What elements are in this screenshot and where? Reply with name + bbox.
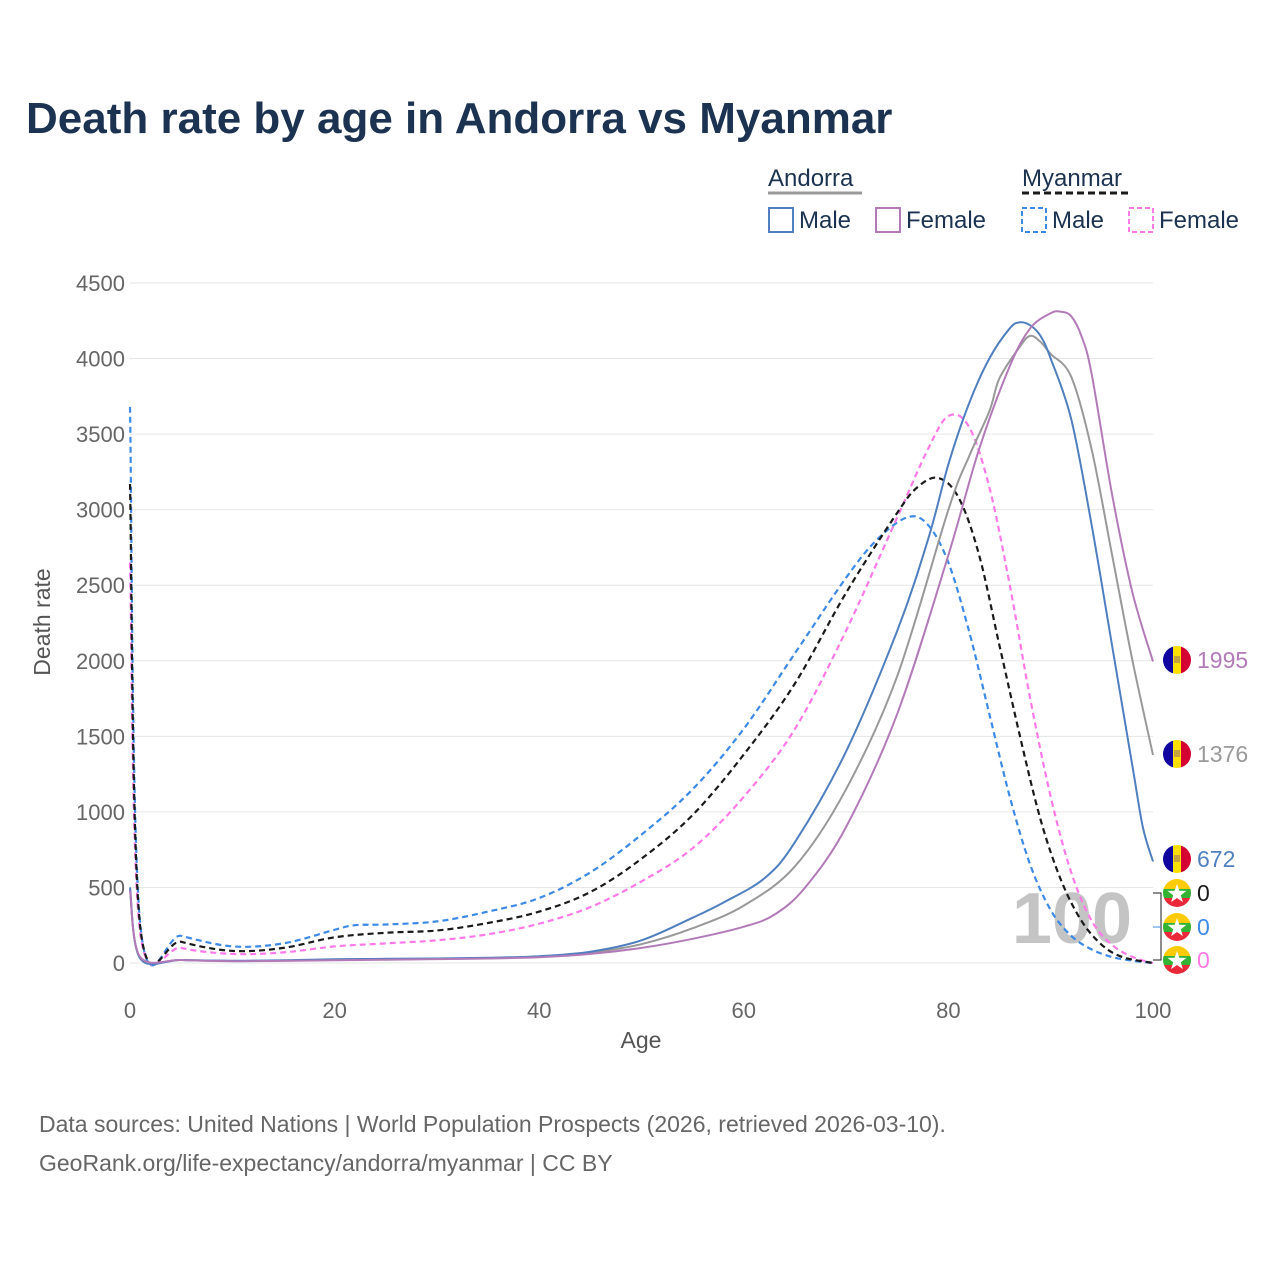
series-line-andorra-female[interactable] — [129, 310, 1154, 964]
source-line-2: GeoRank.org/life-expectancy/andorra/myan… — [39, 1150, 613, 1176]
y-tick-label: 4000 — [76, 347, 125, 372]
andorra-flag-icon — [1163, 845, 1191, 873]
end-label-value: 672 — [1197, 846, 1235, 872]
end-labels: 1995 1376 672 0 0 0 — [1153, 646, 1248, 974]
y-axis-title: Death rate — [29, 568, 55, 675]
y-tick-label: 0 — [113, 951, 125, 976]
y-tick-label: 1000 — [76, 800, 125, 825]
y-tick-label: 2000 — [76, 649, 125, 674]
legend-andorra-female-swatch[interactable] — [875, 207, 901, 233]
legend-myanmar-male-label: Male — [1052, 207, 1104, 234]
legend-myanmar-female-swatch[interactable] — [1128, 207, 1154, 233]
chart-title: Death rate by age in Andorra vs Myanmar — [26, 94, 892, 143]
myanmar-flag-icon — [1163, 913, 1191, 941]
myanmar-flag-icon — [1163, 946, 1191, 974]
legend: Andorra Myanmar Male Female Male Female — [768, 165, 1239, 234]
end-label-value: 0 — [1197, 880, 1210, 906]
series-line-myanmar-male[interactable] — [128, 406, 1154, 967]
legend-myanmar-female-label: Female — [1159, 207, 1239, 234]
legend-andorra-male-label: Male — [799, 207, 851, 234]
x-tick-label: 40 — [527, 998, 551, 1023]
legend-andorra-male-swatch[interactable] — [768, 207, 794, 233]
y-tick-label: 2500 — [76, 573, 125, 598]
y-tick-label: 500 — [88, 875, 125, 900]
grid — [130, 282, 1153, 964]
legend-group-myanmar: Myanmar — [1022, 165, 1122, 192]
x-axis-title: Age — [621, 1027, 662, 1053]
x-tick-label: 100 — [1135, 998, 1172, 1023]
y-tick-label: 4500 — [76, 271, 125, 296]
myanmar-flag-icon — [1163, 879, 1191, 907]
andorra-flag-icon — [1163, 646, 1191, 674]
x-tick-label: 80 — [936, 998, 960, 1023]
legend-myanmar-male-swatch[interactable] — [1021, 207, 1047, 233]
y-tick-label: 3500 — [76, 422, 125, 447]
x-axis-ticks: 0 20 40 60 80 100 — [124, 998, 1171, 1023]
y-axis-ticks: 0 500 1000 1500 2000 2500 3000 3500 4000 4500 — [76, 271, 125, 976]
end-label-value: 0 — [1197, 914, 1210, 940]
series-line-myanmar-female[interactable] — [128, 413, 1154, 966]
andorra-flag-icon — [1163, 740, 1191, 768]
end-label-value: 1995 — [1197, 647, 1248, 673]
x-tick-label: 20 — [322, 998, 346, 1023]
legend-group-andorra: Andorra — [768, 165, 854, 192]
series-line-andorra-male[interactable] — [129, 321, 1154, 966]
series-lines — [128, 310, 1154, 967]
end-label-value: 0 — [1197, 947, 1210, 973]
x-tick-label: 60 — [732, 998, 756, 1023]
end-label-value: 1376 — [1197, 741, 1248, 767]
y-tick-label: 1500 — [76, 724, 125, 749]
series-line-myanmar-total[interactable] — [128, 476, 1154, 966]
x-tick-label: 0 — [124, 998, 136, 1023]
source-line-1: Data sources: United Nations | World Pop… — [39, 1111, 946, 1137]
y-tick-label: 3000 — [76, 498, 125, 523]
legend-andorra-female-label: Female — [906, 207, 986, 234]
year-watermark: 100 — [1012, 879, 1132, 959]
